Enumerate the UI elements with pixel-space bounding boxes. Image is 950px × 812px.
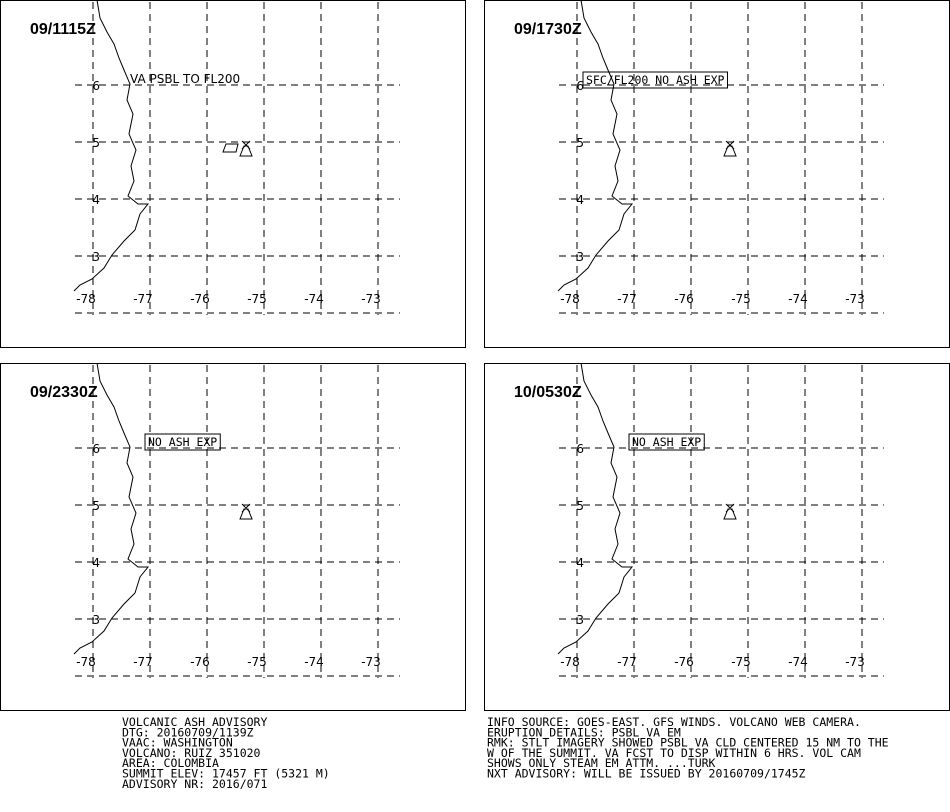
lon-label: -76 bbox=[190, 292, 210, 306]
lat-label: 6 bbox=[92, 442, 100, 456]
annotation-box bbox=[628, 433, 705, 451]
lon-label: -74 bbox=[304, 655, 324, 669]
advisory-line: ADVISORY NR: 2016/071 bbox=[122, 777, 267, 791]
lat-label: 4 bbox=[576, 556, 584, 570]
lon-label: -77 bbox=[133, 655, 153, 669]
advisory-line: NXT ADVISORY: WILL BE ISSUED BY 20160709… bbox=[487, 767, 806, 781]
advisory-line: SHOWS ONLY STEAM EM ATTM. ...TURK bbox=[487, 756, 716, 770]
map-panel: -78 -77 -76 -75 -74 -73 6 5 4 3 09/1730Z SFC/FL200 … bbox=[484, 0, 950, 348]
lon-label: -73 bbox=[361, 655, 381, 669]
lat-label: 4 bbox=[576, 193, 584, 207]
advisory-line: VOLCANIC ASH ADVISORY bbox=[122, 715, 267, 729]
coastline bbox=[557, 0, 634, 292]
panel-frame bbox=[0, 0, 466, 348]
lat-label: 4 bbox=[92, 193, 100, 207]
advisory-line: W OF THE SUMMIT. VA FCST TO DISP WITHIN … bbox=[487, 746, 861, 760]
lon-label: -77 bbox=[617, 655, 637, 669]
map-panel: -78 -77 -76 -75 -74 -73 6 5 4 3 09/2330Z NO ASH EXP bbox=[0, 362, 466, 711]
lon-label: -73 bbox=[361, 292, 381, 306]
volcano-symbol bbox=[239, 503, 253, 520]
lon-label: -74 bbox=[788, 655, 808, 669]
lat-label: 5 bbox=[576, 136, 584, 150]
lon-label: -73 bbox=[845, 655, 865, 669]
coastline bbox=[73, 362, 150, 655]
valid-time: 09/1730Z bbox=[514, 21, 582, 38]
volcano-symbol bbox=[723, 503, 737, 520]
lon-label: -78 bbox=[76, 655, 96, 669]
lon-label: -73 bbox=[845, 292, 865, 306]
annotation-text: VA PSBL TO FL200 bbox=[130, 72, 240, 86]
volcano-symbol bbox=[723, 140, 737, 157]
lon-label: -77 bbox=[133, 292, 153, 306]
valid-time: 09/1115Z bbox=[30, 21, 96, 38]
lat-label: 6 bbox=[576, 79, 584, 93]
annotation-box bbox=[144, 433, 221, 451]
lon-label: -78 bbox=[76, 292, 96, 306]
map-panel: -78 -77 -76 -75 -74 -73 6 5 4 3 10/0530Z NO ASH EXP bbox=[484, 362, 950, 711]
coastline bbox=[73, 0, 150, 292]
annotation-text: SFC/FL200 NO ASH EXP bbox=[586, 73, 725, 87]
lon-label: -78 bbox=[560, 292, 580, 306]
advisory-line: VOLCANO: RUIZ 351020 bbox=[122, 746, 261, 760]
lon-label: -74 bbox=[788, 292, 808, 306]
lat-label: 3 bbox=[92, 250, 100, 264]
annotation-box bbox=[582, 71, 728, 89]
lon-label: -76 bbox=[674, 292, 694, 306]
map-panel: -78 -77 -76 -75 -74 -73 6 5 4 3 09/1115Z VA PSBL TO… bbox=[0, 0, 466, 348]
lon-label: -75 bbox=[731, 655, 751, 669]
lat-label: 3 bbox=[576, 613, 584, 627]
advisory-line: ERUPTION DETAILS: PSBL VA EM bbox=[487, 725, 681, 739]
annotation-text: NO ASH EXP bbox=[148, 435, 217, 449]
lon-label: -77 bbox=[617, 292, 637, 306]
lon-label: -76 bbox=[190, 655, 210, 669]
lon-label: -75 bbox=[247, 292, 267, 306]
advisory-line: AREA: COLOMBIA bbox=[122, 756, 219, 770]
advisory-line: DTG: 20160709/1139Z bbox=[122, 725, 254, 739]
annotation-text: NO ASH EXP bbox=[632, 435, 701, 449]
panel-frame bbox=[484, 0, 950, 348]
lon-label: -74 bbox=[304, 292, 324, 306]
advisory-line: VAAC: WASHINGTON bbox=[122, 736, 233, 750]
lon-label: -76 bbox=[674, 655, 694, 669]
lat-label: 5 bbox=[576, 499, 584, 513]
lon-label: -78 bbox=[560, 655, 580, 669]
lat-label: 3 bbox=[576, 250, 584, 264]
lat-label: 3 bbox=[92, 613, 100, 627]
lat-label: 4 bbox=[92, 556, 100, 570]
coastline bbox=[557, 362, 634, 655]
lat-label: 6 bbox=[576, 442, 584, 456]
lon-label: -75 bbox=[731, 292, 751, 306]
ash-area bbox=[222, 143, 239, 153]
panel-frame bbox=[0, 363, 466, 711]
advisory-line: RMK: STLT IMAGERY SHOWED PSBL VA CLD CEN… bbox=[487, 736, 889, 750]
valid-time: 10/0530Z bbox=[514, 384, 582, 401]
lat-label: 5 bbox=[92, 499, 100, 513]
valid-time: 09/2330Z bbox=[30, 384, 98, 401]
lat-label: 5 bbox=[92, 136, 100, 150]
advisory-line: SUMMIT ELEV: 17457 FT (5321 M) bbox=[122, 767, 330, 781]
volcano-symbol bbox=[239, 140, 253, 157]
lat-label: 6 bbox=[92, 79, 100, 93]
lon-label: -75 bbox=[247, 655, 267, 669]
advisory-line: INFO SOURCE: GOES-EAST. GFS WINDS. VOLCA… bbox=[487, 715, 861, 729]
panel-frame bbox=[484, 363, 950, 711]
